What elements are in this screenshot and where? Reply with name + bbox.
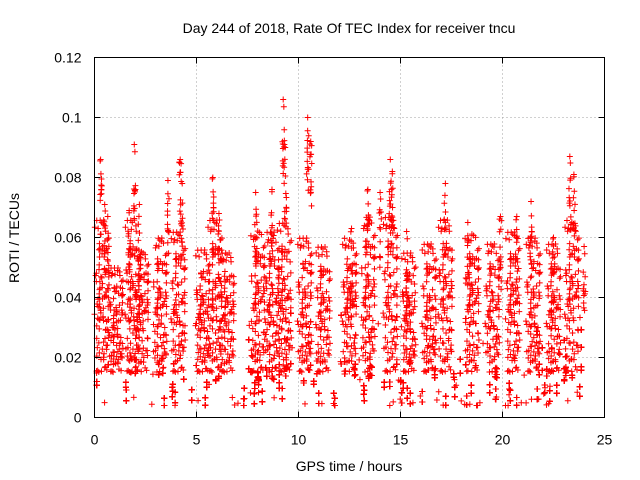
data-point [476, 399, 483, 406]
data-point [195, 397, 202, 404]
data-point [506, 391, 513, 398]
data-point [271, 394, 278, 401]
data-point [130, 394, 137, 401]
data-point [433, 396, 440, 403]
data-point [528, 396, 535, 403]
data-point [149, 371, 156, 378]
data-point [564, 397, 571, 404]
data-point [540, 390, 547, 397]
data-point [435, 388, 442, 395]
data-point [432, 319, 439, 326]
data-point [231, 401, 238, 408]
data-point [458, 397, 465, 404]
data-point [409, 399, 416, 406]
data-point [148, 401, 155, 408]
data-point [375, 320, 382, 327]
data-point [246, 322, 253, 329]
data-point [386, 402, 393, 409]
data-point [473, 402, 480, 409]
data-point [302, 400, 308, 407]
data-point [529, 338, 536, 345]
data-point [521, 372, 528, 379]
data-point [574, 389, 581, 396]
data-point [247, 389, 254, 396]
data-point [356, 376, 363, 383]
data-point [502, 402, 509, 409]
data-points [91, 96, 589, 409]
data-point [523, 399, 530, 406]
data-point [101, 399, 108, 406]
data-point [417, 392, 424, 399]
data-point [96, 316, 103, 323]
data-point [466, 401, 473, 408]
data-point [390, 398, 397, 405]
data-point [397, 396, 404, 403]
data-point [576, 314, 583, 321]
chart-title: Day 244 of 2018, Rate Of TEC Index for r… [183, 20, 516, 36]
data-point [234, 400, 241, 407]
data-point [356, 356, 363, 363]
data-point [229, 394, 236, 401]
data-point [125, 356, 132, 363]
data-point [280, 362, 287, 369]
